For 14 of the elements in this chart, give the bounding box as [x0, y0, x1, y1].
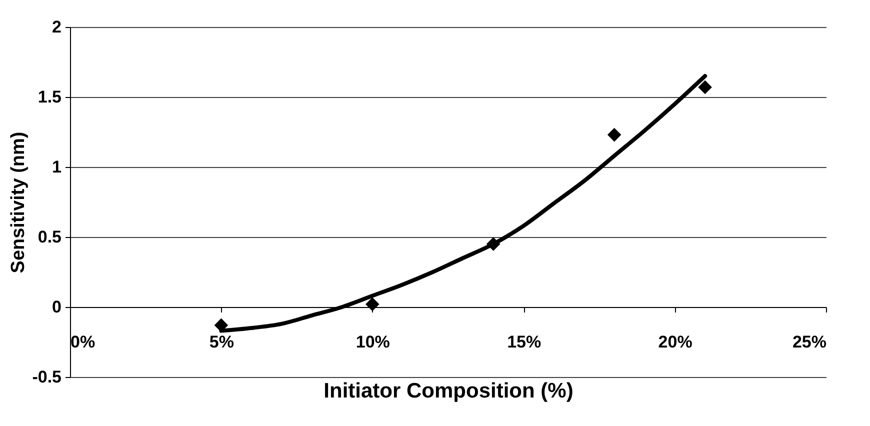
y-axis-title: Sensitivity (nm): [8, 132, 30, 274]
x-tick-label: 0%: [70, 332, 96, 352]
y-tick-label: 0: [52, 298, 62, 316]
x-axis-title: Initiator Composition (%): [324, 380, 574, 402]
y-tick-label: -0.5: [32, 368, 62, 386]
y-tick-label: 2: [52, 18, 62, 36]
x-tick-label: 10%: [356, 332, 390, 352]
y-tick-label: 1: [52, 158, 62, 176]
x-tick-label: 5%: [209, 332, 234, 352]
x-tick-label: 20%: [658, 332, 692, 352]
x-tick-label: 25%: [792, 332, 826, 352]
y-tick-label: 0.5: [38, 228, 62, 246]
y-tick-label: 1.5: [38, 88, 62, 106]
x-tick-label: 15%: [507, 332, 542, 352]
